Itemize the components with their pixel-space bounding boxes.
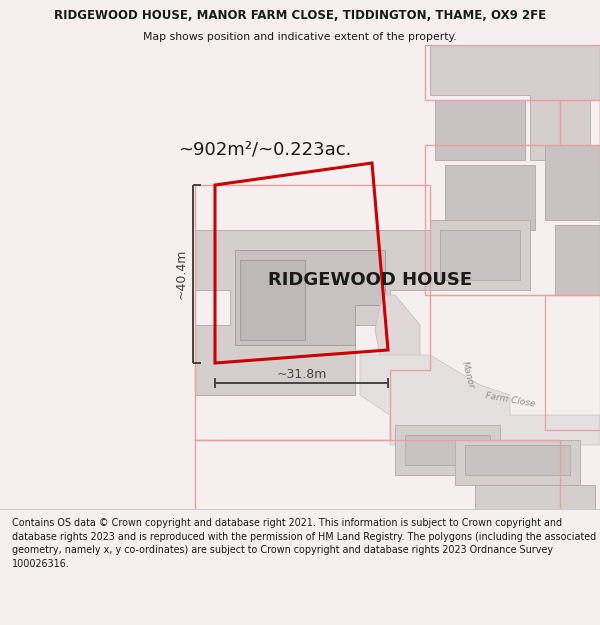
- Polygon shape: [395, 425, 500, 475]
- Text: Map shows position and indicative extent of the property.: Map shows position and indicative extent…: [143, 31, 457, 41]
- Text: ~902m²/~0.223ac.: ~902m²/~0.223ac.: [178, 141, 352, 159]
- Polygon shape: [240, 260, 305, 340]
- Polygon shape: [430, 220, 530, 290]
- Polygon shape: [405, 435, 490, 465]
- Polygon shape: [545, 145, 600, 220]
- Polygon shape: [445, 165, 535, 230]
- Polygon shape: [475, 485, 595, 510]
- Text: RIDGEWOOD HOUSE: RIDGEWOOD HOUSE: [268, 271, 472, 289]
- Text: ~31.8m: ~31.8m: [277, 368, 326, 381]
- Polygon shape: [235, 250, 385, 345]
- Polygon shape: [435, 100, 525, 160]
- Text: ~40.4m: ~40.4m: [175, 249, 188, 299]
- Polygon shape: [465, 445, 570, 475]
- Polygon shape: [375, 295, 420, 370]
- Polygon shape: [360, 355, 600, 445]
- Text: Manor: Manor: [460, 360, 476, 390]
- Polygon shape: [195, 230, 430, 395]
- Polygon shape: [555, 225, 600, 295]
- Polygon shape: [430, 45, 600, 160]
- Polygon shape: [455, 440, 580, 485]
- Text: Farm Close: Farm Close: [484, 391, 536, 409]
- Polygon shape: [440, 230, 520, 280]
- Text: Contains OS data © Crown copyright and database right 2021. This information is : Contains OS data © Crown copyright and d…: [12, 518, 596, 569]
- Text: RIDGEWOOD HOUSE, MANOR FARM CLOSE, TIDDINGTON, THAME, OX9 2FE: RIDGEWOOD HOUSE, MANOR FARM CLOSE, TIDDI…: [54, 9, 546, 22]
